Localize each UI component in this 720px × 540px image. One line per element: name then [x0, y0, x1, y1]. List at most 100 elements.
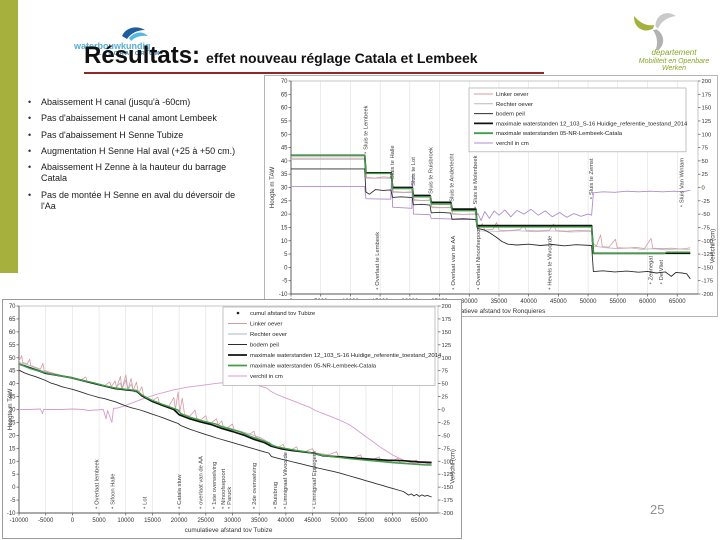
svg-text:200: 200	[702, 79, 712, 85]
svg-text:60: 60	[9, 330, 16, 336]
svg-text:60000: 60000	[639, 299, 656, 305]
svg-text:35: 35	[281, 172, 288, 178]
svg-text:-25: -25	[442, 420, 450, 426]
bullet-item: Augmentation H Senne Hal aval (+25 à +50…	[26, 146, 241, 158]
logo-text-waterbouwkundig: waterbouwkundig	[74, 41, 151, 51]
svg-text:30: 30	[9, 408, 16, 414]
svg-text:25: 25	[442, 395, 448, 401]
accent-bar	[0, 0, 18, 273]
title-main: Résultats:	[84, 42, 201, 69]
title-underline	[84, 72, 544, 74]
svg-text:De Vliet: De Vliet	[659, 260, 665, 281]
svg-text:Zennegat: Zennegat	[648, 255, 654, 280]
svg-text:15000: 15000	[144, 518, 161, 524]
svg-text:1ste overwelving: 1ste overwelving	[212, 462, 218, 505]
svg-text:65000: 65000	[411, 518, 428, 524]
svg-text:25000: 25000	[197, 518, 214, 524]
svg-text:100: 100	[702, 132, 712, 138]
bullet-item: Pas de montée H Senne en aval du déverso…	[26, 190, 241, 213]
svg-text:Verschil (cm): Verschil (cm)	[711, 229, 717, 264]
svg-text:Sluis te Lembeek: Sluis te Lembeek	[363, 105, 369, 150]
svg-text:-150: -150	[442, 485, 454, 491]
svg-text:Paruck: Paruck	[227, 487, 233, 505]
svg-text:55000: 55000	[609, 299, 626, 305]
svg-text:maximale waterstanden 12_103_S: maximale waterstanden 12_103_S-16 Huidig…	[496, 121, 688, 127]
svg-text:-5000: -5000	[38, 518, 54, 524]
svg-text:40: 40	[9, 382, 16, 388]
svg-text:-175: -175	[702, 279, 714, 285]
departement-subtext: Mobiliteit en Openbare Werken	[638, 58, 710, 72]
svg-text:-200: -200	[442, 511, 454, 517]
svg-text:Overlaat van de AA: Overlaat van de AA	[451, 236, 457, 286]
svg-text:cumulatieve afstand tov Tubize: cumulatieve afstand tov Tubize	[185, 527, 273, 534]
svg-text:55: 55	[9, 343, 16, 349]
svg-text:-5: -5	[10, 498, 16, 504]
svg-text:65000: 65000	[669, 299, 686, 305]
svg-text:15: 15	[281, 225, 288, 231]
svg-text:Verschil (cm): Verschil (cm)	[451, 449, 457, 484]
svg-text:-150: -150	[702, 265, 714, 271]
svg-text:-75: -75	[442, 446, 450, 452]
svg-text:Overlaat lembeek: Overlaat lembeek	[94, 459, 100, 505]
svg-text:40000: 40000	[278, 518, 295, 524]
svg-text:150: 150	[442, 330, 452, 336]
svg-text:-5: -5	[282, 279, 288, 285]
logo-text-laboratorium: LABORATORIUM	[98, 51, 161, 57]
svg-text:30000: 30000	[461, 299, 478, 305]
svg-text:25: 25	[702, 172, 708, 178]
svg-text:25: 25	[281, 199, 288, 205]
bullet-item: Pas d'abaissement H canal amont Lembeek	[26, 113, 241, 125]
svg-text:cumul afstand tov Tubize: cumul afstand tov Tubize	[250, 311, 316, 317]
svg-text:-200: -200	[702, 292, 714, 298]
svg-text:55: 55	[281, 119, 288, 125]
svg-text:Ninoofsepoort: Ninoofsepoort	[221, 468, 227, 504]
svg-text:-50: -50	[702, 212, 710, 218]
svg-text:Linker oever: Linker oever	[250, 322, 282, 328]
svg-text:50: 50	[702, 159, 708, 165]
departement-logo: departement Mobiliteit en Openbare Werke…	[628, 4, 720, 72]
svg-text:Rechter oever: Rechter oever	[250, 332, 287, 338]
svg-text:overlaat van de AA: overlaat van de AA	[198, 456, 204, 505]
svg-text:Sluis Van Wintam: Sluis Van Wintam	[679, 158, 685, 203]
svg-text:45000: 45000	[550, 299, 567, 305]
departement-text: departement	[651, 48, 697, 57]
svg-text:Hevels te Vilvoorde: Hevels te Vilvoorde	[547, 236, 553, 286]
svg-text:50000: 50000	[331, 518, 348, 524]
svg-text:175: 175	[442, 317, 452, 323]
svg-text:55000: 55000	[358, 518, 375, 524]
svg-text:175: 175	[702, 92, 712, 98]
svg-text:Sluis te Lot: Sluis te Lot	[411, 157, 417, 186]
svg-text:10: 10	[9, 459, 16, 465]
svg-text:0: 0	[702, 186, 705, 192]
svg-text:40000: 40000	[520, 299, 537, 305]
svg-text:125: 125	[702, 119, 712, 125]
svg-text:-75: -75	[702, 225, 710, 231]
svg-text:-10: -10	[7, 511, 16, 517]
svg-text:-175: -175	[442, 498, 454, 504]
svg-text:bodem peil: bodem peil	[496, 112, 525, 118]
svg-text:65: 65	[281, 92, 288, 98]
svg-text:50: 50	[281, 132, 288, 138]
svg-text:-100: -100	[442, 459, 454, 465]
svg-text:0: 0	[284, 265, 288, 271]
svg-text:cumulatieve afstand tov Ronqui: cumulatieve afstand tov Ronquieres	[444, 308, 546, 315]
svg-text:-125: -125	[442, 472, 454, 478]
svg-text:verchil in cm: verchil in cm	[250, 374, 283, 380]
title-sub: effet nouveau réglage Catala et Lembeek	[206, 50, 478, 66]
svg-text:2de overwelving: 2de overwelving	[252, 463, 258, 505]
svg-text:75: 75	[702, 146, 708, 152]
svg-text:maximale waterstanden 12_103_S: maximale waterstanden 12_103_S-16 Huidig…	[250, 353, 442, 359]
svg-text:20000: 20000	[171, 518, 188, 524]
svg-text:60000: 60000	[384, 518, 401, 524]
svg-text:30: 30	[281, 186, 288, 192]
svg-text:Sluis te Anderlecht: Sluis te Anderlecht	[449, 153, 455, 201]
svg-text:Rechter oever: Rechter oever	[496, 102, 533, 108]
svg-text:15: 15	[9, 446, 16, 452]
canal-water-levels-chart: 0 5000 10000 15000 20000 25000 30000 35000 40000…	[264, 75, 718, 317]
svg-text:Sluis te Zemst: Sluis te Zemst	[589, 158, 595, 195]
svg-text:-125: -125	[702, 252, 714, 258]
svg-text:-10: -10	[279, 292, 288, 298]
svg-text:verchil in cm: verchil in cm	[496, 141, 529, 147]
svg-text:25: 25	[9, 420, 16, 426]
